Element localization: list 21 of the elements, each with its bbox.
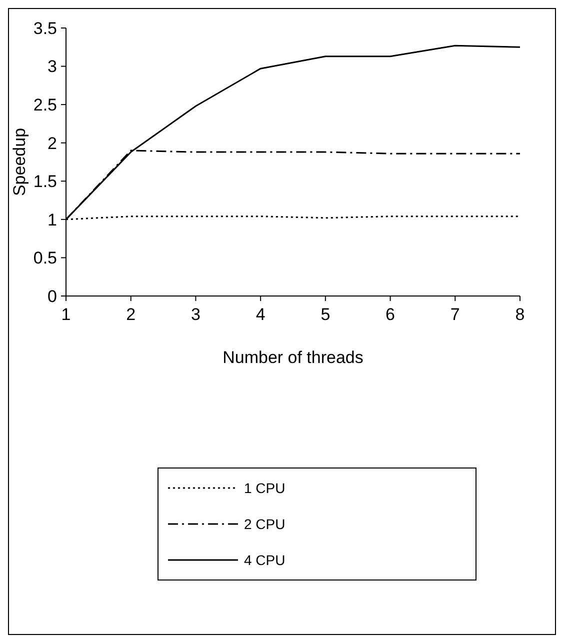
legend-label: 4 CPU (244, 552, 286, 568)
y-tick-label: 1.5 (33, 172, 57, 192)
legend-label: 2 CPU (244, 516, 286, 532)
x-tick-label: 2 (126, 305, 136, 324)
y-tick-label: 1 (48, 210, 57, 230)
y-tick-label: 0.5 (33, 248, 57, 268)
y-tick-label: 3.5 (33, 18, 57, 38)
x-tick-label: 8 (515, 305, 525, 324)
y-tick-label: 0 (48, 286, 57, 306)
x-tick-label: 4 (256, 305, 266, 324)
x-axis-title: Number of threads (222, 348, 364, 367)
legend-label: 1 CPU (244, 480, 286, 496)
y-tick-label: 2 (48, 134, 57, 153)
y-tick-label: 3 (48, 57, 57, 76)
x-tick-label: 3 (190, 305, 200, 324)
x-tick-label: 7 (450, 305, 460, 324)
x-tick-label: 6 (386, 305, 396, 324)
y-axis-title: Speedup (10, 128, 29, 196)
x-tick-label: 5 (320, 305, 330, 324)
x-tick-label: 1 (61, 305, 71, 324)
y-tick-label: 2.5 (33, 96, 57, 115)
